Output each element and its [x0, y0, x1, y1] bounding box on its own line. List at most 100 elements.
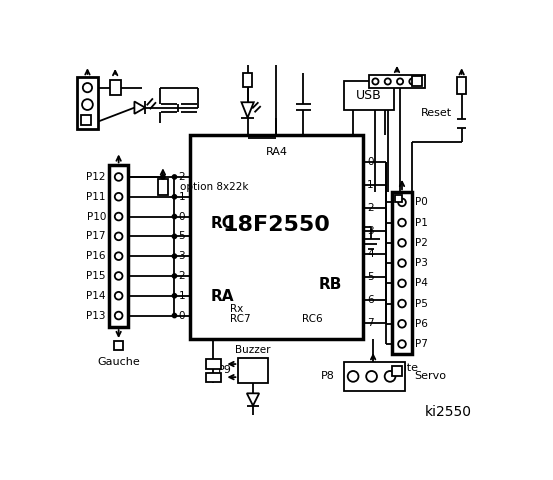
Circle shape — [173, 175, 176, 179]
Circle shape — [115, 213, 122, 220]
Text: Gauche: Gauche — [97, 357, 140, 367]
Text: Buzzer: Buzzer — [235, 345, 271, 355]
Circle shape — [173, 195, 176, 199]
Bar — [110, 80, 121, 96]
Text: P13: P13 — [86, 311, 106, 321]
Circle shape — [398, 320, 406, 328]
Circle shape — [115, 173, 122, 181]
Bar — [206, 372, 221, 382]
Circle shape — [115, 252, 122, 260]
Text: 5: 5 — [367, 272, 374, 282]
Text: 2: 2 — [179, 271, 185, 281]
Text: Servo: Servo — [415, 372, 447, 382]
Circle shape — [82, 99, 93, 110]
Text: P4: P4 — [415, 278, 429, 288]
Circle shape — [398, 199, 406, 206]
Circle shape — [115, 292, 122, 300]
Circle shape — [83, 83, 92, 92]
Text: P3: P3 — [415, 258, 429, 268]
Circle shape — [115, 272, 122, 280]
Text: 18F2550: 18F2550 — [222, 215, 331, 235]
Text: RC6: RC6 — [302, 313, 323, 324]
Bar — [77, 77, 98, 129]
Circle shape — [173, 254, 176, 258]
Bar — [395, 195, 403, 203]
Bar — [238, 358, 268, 383]
Text: option 8x22k: option 8x22k — [180, 182, 248, 192]
Circle shape — [173, 294, 176, 298]
Bar — [190, 134, 363, 339]
Circle shape — [366, 371, 377, 382]
Text: RB: RB — [319, 277, 342, 292]
Circle shape — [173, 234, 176, 238]
Bar — [393, 192, 411, 354]
Text: P15: P15 — [86, 271, 106, 281]
Text: P0: P0 — [415, 197, 428, 207]
Bar — [114, 341, 123, 350]
Text: 4: 4 — [367, 249, 374, 259]
Bar — [369, 74, 425, 88]
Text: 3: 3 — [179, 251, 185, 261]
Circle shape — [372, 78, 378, 84]
Text: P12: P12 — [86, 172, 106, 182]
Text: USB: USB — [356, 89, 382, 102]
Bar — [413, 76, 422, 86]
Bar — [457, 77, 466, 94]
Circle shape — [398, 340, 406, 348]
Text: RA4: RA4 — [265, 146, 288, 156]
Bar — [344, 362, 405, 391]
Bar — [109, 166, 128, 327]
Text: P6: P6 — [415, 319, 429, 329]
Circle shape — [398, 219, 406, 227]
Text: P1: P1 — [415, 217, 429, 228]
Text: P7: P7 — [415, 339, 429, 349]
Circle shape — [409, 78, 415, 84]
Circle shape — [173, 313, 176, 317]
Bar — [158, 179, 168, 195]
Circle shape — [385, 78, 391, 84]
Bar — [243, 73, 252, 87]
Text: P16: P16 — [86, 251, 106, 261]
Text: P10: P10 — [87, 212, 106, 222]
Text: 0: 0 — [367, 156, 373, 167]
Text: P14: P14 — [86, 291, 106, 301]
Circle shape — [398, 239, 406, 247]
Text: P8: P8 — [321, 372, 335, 382]
Text: P11: P11 — [86, 192, 106, 202]
Bar — [392, 366, 401, 376]
Circle shape — [398, 259, 406, 267]
Bar — [344, 81, 394, 110]
Circle shape — [161, 175, 165, 179]
Text: 2: 2 — [179, 172, 185, 182]
Text: Rx: Rx — [230, 304, 243, 314]
Text: P5: P5 — [415, 299, 429, 309]
Circle shape — [173, 274, 176, 278]
Text: RA: RA — [211, 289, 234, 304]
Text: 0: 0 — [179, 311, 185, 321]
Text: 1: 1 — [179, 291, 185, 301]
Circle shape — [348, 371, 358, 382]
Text: 1: 1 — [179, 192, 185, 202]
Text: 1: 1 — [367, 180, 374, 190]
Circle shape — [115, 193, 122, 201]
Circle shape — [115, 232, 122, 240]
Text: RC7: RC7 — [230, 313, 251, 324]
Text: Droite: Droite — [385, 363, 419, 373]
Text: 3: 3 — [367, 226, 374, 236]
Text: 2: 2 — [367, 203, 374, 213]
Circle shape — [397, 78, 403, 84]
Text: 0: 0 — [179, 212, 185, 222]
Text: P2: P2 — [415, 238, 429, 248]
Text: Reset: Reset — [421, 108, 452, 118]
Bar — [81, 115, 91, 125]
Text: P17: P17 — [86, 231, 106, 241]
Circle shape — [385, 371, 395, 382]
Circle shape — [398, 300, 406, 307]
Circle shape — [173, 215, 176, 218]
Text: RC: RC — [211, 216, 233, 231]
Text: 5: 5 — [179, 231, 185, 241]
Text: 6: 6 — [367, 295, 374, 305]
Text: 7: 7 — [367, 318, 374, 328]
Text: ki2550: ki2550 — [424, 405, 471, 419]
Circle shape — [398, 279, 406, 287]
